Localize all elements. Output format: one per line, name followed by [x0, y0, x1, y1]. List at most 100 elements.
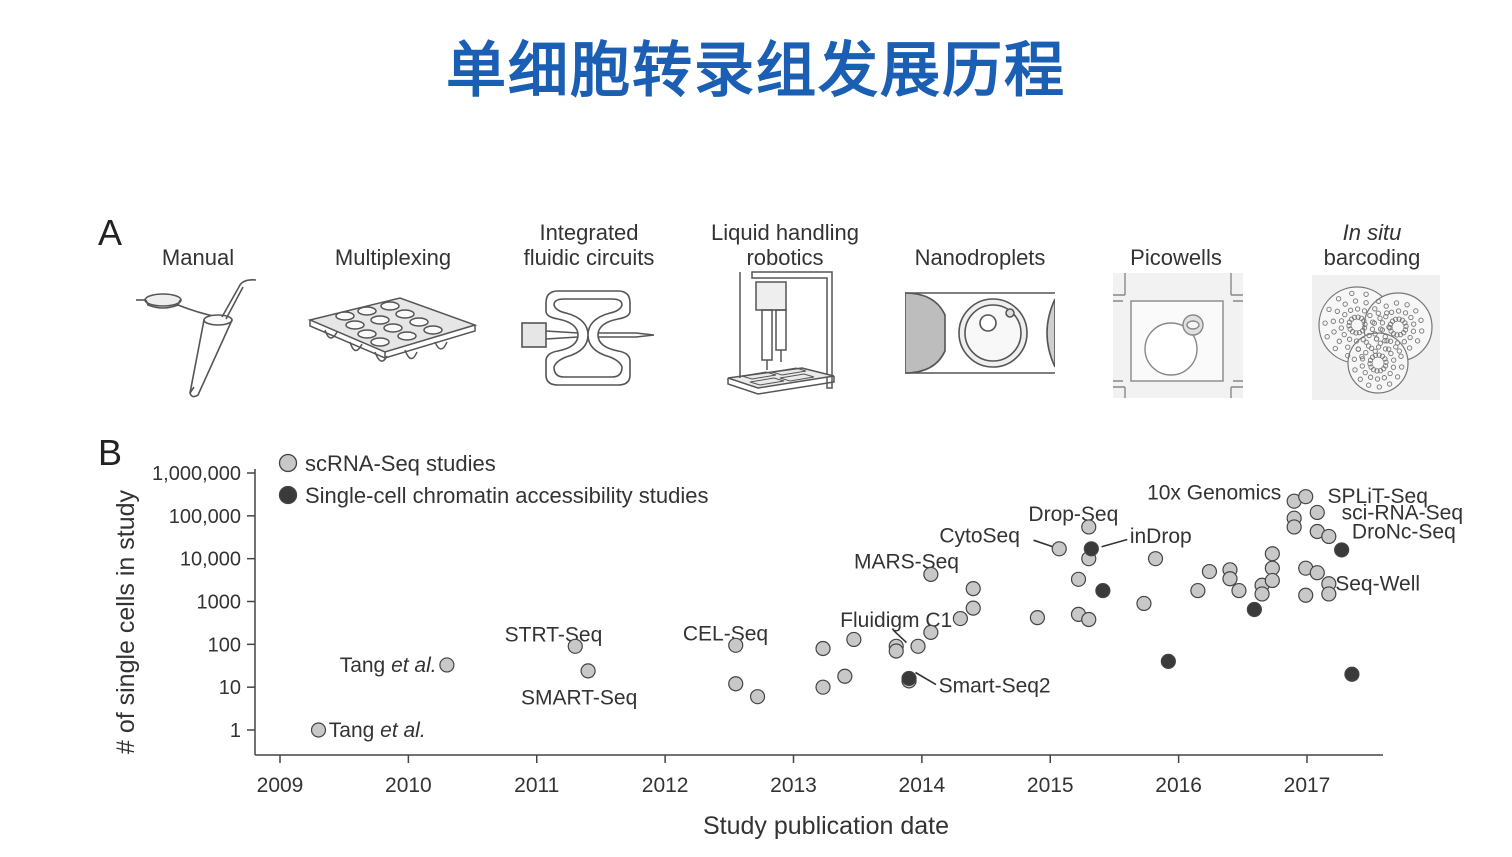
y-axis-title: # of single cells in study [112, 489, 140, 754]
x-tick-label: 2013 [770, 774, 817, 797]
technique-label-line1: Liquid handling [710, 220, 860, 245]
barcode-bead [1371, 320, 1377, 326]
scrna-seq-point [1321, 586, 1337, 602]
scrna-seq-point [1081, 519, 1097, 535]
scrna-seq-point [888, 643, 904, 659]
technique-label: In situ barcoding [1282, 220, 1462, 270]
barcode-bead [1353, 338, 1360, 344]
scrna-seq-point [310, 722, 327, 738]
panel-b-letter: B [98, 432, 123, 473]
y-tick-label: 10 [219, 677, 241, 699]
barcode-bead [1394, 374, 1401, 380]
x-tick-label: 2012 [642, 774, 689, 797]
barcode-bead [1366, 382, 1372, 388]
chromatin-accessibility-point [1334, 542, 1350, 558]
barcode-bead [1383, 303, 1389, 309]
barcode-bead [1363, 349, 1369, 356]
barcode-bead [1372, 352, 1379, 359]
technique-label: Liquid handling robotics [695, 220, 875, 270]
barcode-bead [1368, 364, 1374, 370]
annotation-label: SPLiT-Seq [1328, 485, 1428, 508]
barcode-bead [1382, 356, 1388, 362]
barcode-bead [1346, 336, 1353, 342]
barcode-bead [1363, 291, 1369, 297]
technique-label: Nanodroplets [890, 220, 1070, 270]
barcode-bead [1359, 356, 1366, 362]
barcode-bead [1402, 310, 1409, 316]
technique-label-line1 [1086, 220, 1266, 245]
barcode-bead [1336, 338, 1342, 344]
barcode-bead [1391, 357, 1397, 363]
barcode-bead [1359, 353, 1365, 360]
scrna-seq-point [1309, 504, 1325, 521]
barcode-bead [1379, 320, 1386, 326]
technique-label-line1: Integrated [539, 220, 639, 245]
barcode-bead [1356, 329, 1363, 336]
chromatin-accessibility-point [1083, 541, 1099, 557]
fluidic-circuit-icon [521, 290, 655, 386]
barcode-bead [1377, 315, 1383, 321]
legend-label: scRNA-Seq studies [305, 451, 496, 476]
barcode-bead [1351, 314, 1358, 321]
x-tick-label: 2014 [899, 774, 946, 797]
legend-label: Single-cell chromatin accessibility stud… [305, 483, 709, 508]
y-tick-label: 100,000 [169, 506, 241, 528]
barcode-bead [1393, 300, 1400, 306]
barcode-bead [1402, 320, 1408, 326]
barcode-bead [1388, 350, 1394, 357]
barcode-bead [1330, 318, 1336, 324]
barcode-bead [1413, 308, 1419, 314]
barcode-bead [1399, 364, 1405, 370]
barcode-bead [1363, 339, 1369, 345]
barcode-bead [1361, 318, 1367, 324]
barcode-bead [1338, 325, 1344, 331]
barcode-bead [1393, 344, 1399, 350]
annotation-leader [893, 629, 908, 644]
barcode-bead [1355, 314, 1361, 320]
annotation-label: DroNc-Seq [1352, 521, 1456, 544]
scrna-seq-point [1286, 519, 1302, 535]
scrna-seq-point [567, 638, 583, 654]
annotation-label: sci-RNA-Seq [1342, 501, 1463, 524]
x-tick-label: 2016 [1155, 774, 1202, 797]
annotation-label: CEL-Seq [683, 622, 768, 645]
barcode-bead [1367, 374, 1374, 380]
scrna-seq-point [749, 689, 766, 705]
barcode-bead [1402, 327, 1409, 333]
scrna-seq-point [1070, 571, 1087, 587]
barcode-bead [1338, 318, 1345, 324]
annotation-label: Smart-Seq2 [939, 674, 1051, 697]
barcode-bead [1375, 298, 1382, 304]
liquid-handling-robot-icon [727, 271, 835, 395]
barcode-bead [1386, 346, 1392, 352]
annotation-label: MARS-Seq [854, 551, 959, 574]
barcode-bead [1404, 302, 1410, 308]
barcode-bead [1390, 364, 1397, 370]
barcode-bead [1355, 346, 1361, 352]
scrna-seq-point [923, 566, 939, 582]
scrna-seq-point [923, 624, 939, 640]
barcode-bead [1396, 316, 1402, 322]
barcode-bead [1362, 321, 1368, 327]
barcode-bead [1383, 313, 1389, 320]
nanodroplet-icon [905, 292, 1055, 374]
barcode-bead [1382, 363, 1389, 369]
barcode-bead [1366, 332, 1372, 339]
annotation-label: Seq-Well [1335, 573, 1420, 596]
barcode-bead [1368, 345, 1375, 351]
annotation-label: 10x Genomics [1147, 482, 1281, 505]
technique-label-line2: fluidic circuits [523, 245, 655, 270]
scrna-seq-point [728, 637, 744, 653]
chart-legend: scRNA-Seq studies Single-cell chromatin a… [278, 451, 709, 508]
scrna-seq-point [1254, 586, 1270, 602]
barcode-bead [1361, 325, 1368, 331]
technique-label-line1 [890, 220, 1070, 245]
barcode-bead [1354, 306, 1361, 312]
annotation-label: STRT-Seq [505, 623, 603, 646]
barcode-bead [1345, 344, 1351, 350]
slide-title: 单细胞转录组发展历程 [446, 36, 1066, 106]
barcode-bead [1376, 352, 1382, 358]
barcode-bead [1342, 301, 1348, 307]
y-tick-label: 1000 [197, 592, 242, 614]
scrna-seq-point [1309, 565, 1325, 581]
